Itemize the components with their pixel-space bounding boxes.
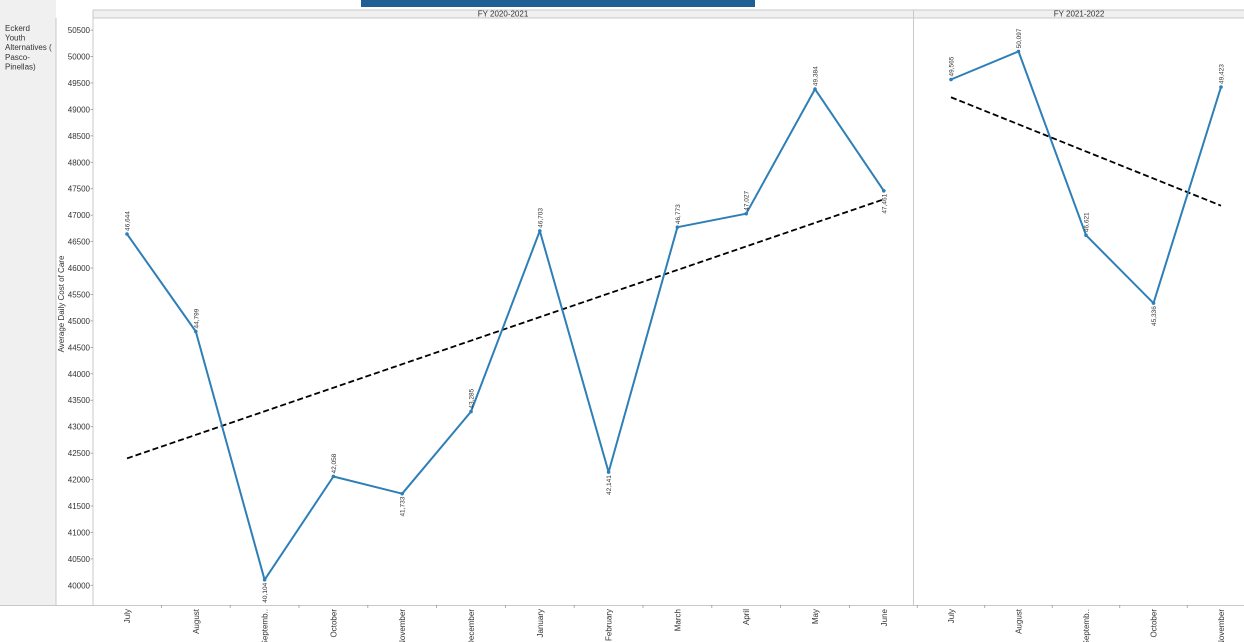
row-label-line: Alternatives ( [5, 43, 52, 52]
x-tick-label: Septemb.. [261, 609, 270, 642]
data-point [332, 475, 336, 479]
data-point [1017, 50, 1021, 54]
data-point [882, 189, 886, 193]
data-label: 49,565 [949, 56, 956, 76]
x-tick-label: November [1217, 609, 1226, 642]
y-tick-label: 41500 [68, 502, 91, 511]
data-point [1084, 233, 1088, 237]
data-label: 42,141 [606, 475, 613, 495]
panel-1: FY 2020-2021 46,644 44,799 40,104 42,058 41,7… [123, 10, 889, 642]
y-tick-label: 43000 [68, 423, 91, 432]
x-tick-label: June [880, 608, 889, 626]
row-label-line: Youth [5, 34, 25, 43]
chart-frame [0, 0, 1244, 606]
y-tick-label: 44000 [68, 370, 91, 379]
series-line [127, 89, 884, 580]
data-label: 49,423 [1219, 64, 1226, 84]
data-label: 47,027 [744, 190, 751, 210]
x-tick-label: July [123, 609, 132, 623]
y-tick-label: 50500 [68, 26, 91, 35]
data-label: 41,733 [400, 496, 407, 516]
data-point [607, 470, 611, 474]
x-tick-label: October [329, 609, 338, 638]
y-tick-label: 47000 [68, 211, 91, 220]
data-point [400, 492, 404, 496]
data-label: 45,336 [1151, 306, 1158, 326]
data-label: 46,703 [537, 208, 544, 228]
y-tick-label: 45500 [68, 290, 91, 299]
data-point [1152, 301, 1156, 305]
data-point [194, 330, 198, 334]
chart-panels: FY 2020-2021 46,644 44,799 40,104 42,058 41,7… [123, 10, 1226, 642]
x-tick-label: August [1015, 608, 1024, 634]
x-tick-label: November [398, 609, 407, 642]
y-tick-label: 40000 [68, 581, 91, 590]
y-tick-label: 48500 [68, 132, 91, 141]
y-tick-label: 46500 [68, 238, 91, 247]
data-label: 47,461 [881, 193, 888, 213]
x-tick-label: Septemb.. [1082, 609, 1091, 642]
row-label-line: Pinellas) [5, 62, 36, 71]
x-tick-label: July [947, 609, 956, 623]
series-line [951, 51, 1221, 303]
y-tick-label: 50000 [68, 53, 91, 62]
trend-line [127, 199, 884, 458]
y-tick-label: 45000 [68, 317, 91, 326]
data-point [263, 578, 267, 582]
y-tick-label: 44500 [68, 343, 91, 352]
panel-header: FY 2021-2022 [1054, 10, 1105, 19]
row-label-line: Eckerd [5, 24, 30, 33]
data-point [949, 78, 953, 82]
data-point [1219, 85, 1223, 89]
trend-line [951, 97, 1221, 205]
x-tick-label: April [742, 609, 751, 625]
data-label: 46,644 [125, 211, 132, 231]
y-tick-label: 46000 [68, 264, 91, 273]
data-label: 46,621 [1084, 212, 1091, 232]
row-header-bg [0, 0, 56, 605]
y-tick-label: 42500 [68, 449, 91, 458]
y-tick-label: 41000 [68, 528, 91, 537]
x-tick-label: January [536, 609, 545, 637]
data-label: 49,384 [813, 66, 820, 86]
y-tick-label: 42000 [68, 476, 91, 485]
x-tick-label: March [673, 609, 682, 631]
y-tick-label: 47500 [68, 185, 91, 194]
x-tick-label: August [192, 608, 201, 634]
y-tick-label: 49000 [68, 105, 91, 114]
x-tick-label: February [605, 609, 614, 641]
x-tick-label: October [1150, 609, 1159, 638]
data-point [813, 87, 817, 91]
y-tick-label: 48000 [68, 158, 91, 167]
data-label: 40,104 [262, 582, 269, 602]
data-label: 44,799 [193, 308, 200, 328]
data-label: 50,097 [1016, 28, 1023, 48]
panel-2: FY 2021-2022 49,565 50,097 46,621 45,336 49,4… [917, 10, 1226, 642]
y-tick-label: 40500 [68, 555, 91, 564]
x-tick-label: May [811, 609, 820, 624]
data-point [744, 212, 748, 216]
data-point [538, 229, 542, 233]
y-tick-label: 43500 [68, 396, 91, 405]
y-axis-title: Average Daily Cost of Care [57, 255, 66, 352]
data-label: 42,058 [331, 453, 338, 473]
x-tick-label: December [467, 609, 476, 642]
data-point [469, 410, 473, 414]
y-tick-label: 49500 [68, 79, 91, 88]
data-label: 43,285 [469, 388, 476, 408]
row-label-line: Pasco- [5, 53, 30, 62]
data-point [676, 225, 680, 229]
data-point [125, 232, 129, 236]
data-label: 46,773 [675, 204, 682, 224]
panel-header: FY 2020-2021 [478, 10, 529, 19]
